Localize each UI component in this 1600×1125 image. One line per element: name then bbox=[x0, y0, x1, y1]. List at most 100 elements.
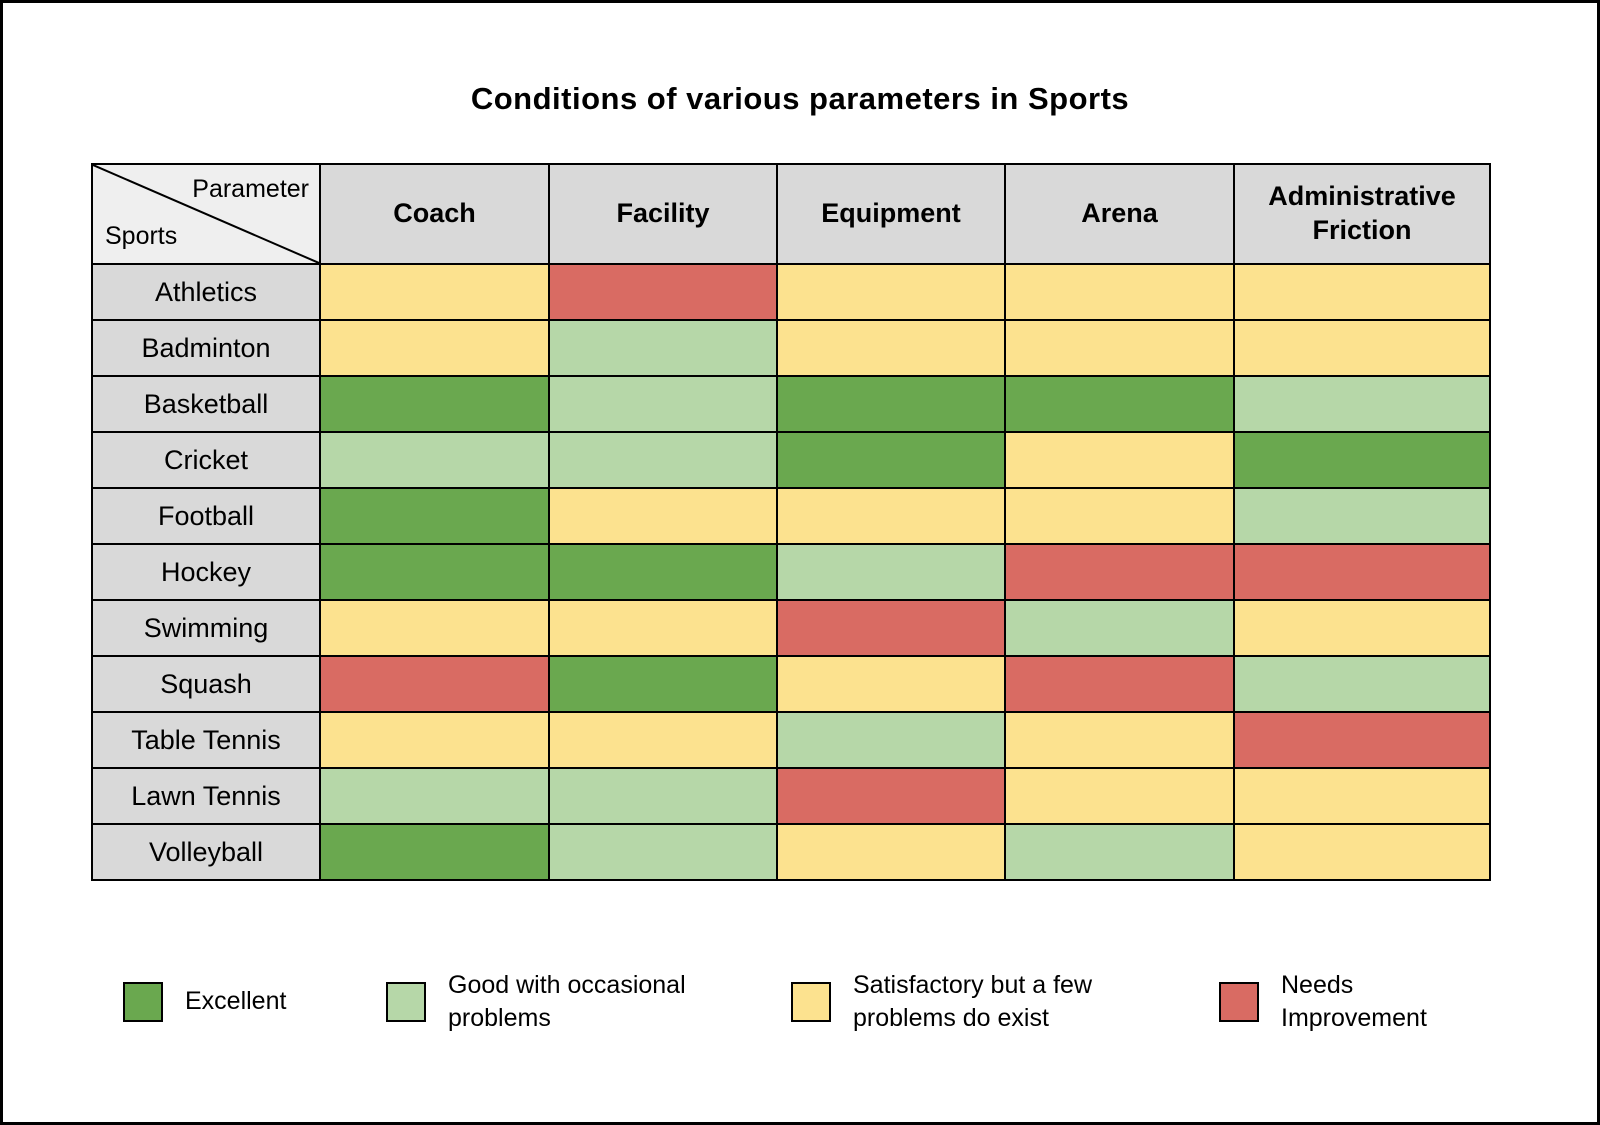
legend-item-needs-improvement: Needs Improvement bbox=[1219, 969, 1451, 1034]
table-row-volleyball: Volleyball bbox=[91, 823, 1491, 881]
corner-parameter-label: Parameter bbox=[192, 175, 309, 203]
cell-swimming-facility bbox=[548, 599, 778, 657]
cell-table-tennis-arena bbox=[1004, 711, 1235, 769]
legend-item-satisfactory: Satisfactory but a few problems do exist bbox=[791, 969, 1219, 1034]
cell-badminton-facility bbox=[548, 319, 778, 377]
cell-squash-facility bbox=[548, 655, 778, 713]
cell-basketball-facility bbox=[548, 375, 778, 433]
cell-basketball-coach bbox=[319, 375, 550, 433]
cell-cricket-coach bbox=[319, 431, 550, 489]
cell-basketball-administrative-friction bbox=[1233, 375, 1491, 433]
corner-sports-label: Sports bbox=[105, 222, 178, 250]
row-header-athletics: Athletics bbox=[91, 263, 321, 321]
cell-squash-coach bbox=[319, 655, 550, 713]
column-header-coach: Coach bbox=[319, 163, 550, 265]
cell-badminton-equipment bbox=[776, 319, 1006, 377]
row-header-squash: Squash bbox=[91, 655, 321, 713]
table-row-athletics: Athletics bbox=[91, 263, 1491, 321]
table-row-basketball: Basketball bbox=[91, 375, 1491, 433]
cell-volleyball-equipment bbox=[776, 823, 1006, 881]
cell-cricket-facility bbox=[548, 431, 778, 489]
corner-diagonal-line bbox=[94, 166, 318, 262]
cell-volleyball-arena bbox=[1004, 823, 1235, 881]
cell-volleyball-coach bbox=[319, 823, 550, 881]
cell-hockey-administrative-friction bbox=[1233, 543, 1491, 601]
cell-football-coach bbox=[319, 487, 550, 545]
row-header-hockey: Hockey bbox=[91, 543, 321, 601]
cell-basketball-arena bbox=[1004, 375, 1235, 433]
cell-basketball-equipment bbox=[776, 375, 1006, 433]
cell-hockey-coach bbox=[319, 543, 550, 601]
cell-swimming-arena bbox=[1004, 599, 1235, 657]
cell-squash-arena bbox=[1004, 655, 1235, 713]
cell-swimming-equipment bbox=[776, 599, 1006, 657]
cell-badminton-coach bbox=[319, 319, 550, 377]
cell-squash-equipment bbox=[776, 655, 1006, 713]
cell-lawn-tennis-coach bbox=[319, 767, 550, 825]
column-header-equipment: Equipment bbox=[776, 163, 1006, 265]
cell-hockey-equipment bbox=[776, 543, 1006, 601]
legend: Excellent Good with occasional problems Sa… bbox=[123, 969, 1597, 1034]
cell-table-tennis-equipment bbox=[776, 711, 1006, 769]
cell-athletics-arena bbox=[1004, 263, 1235, 321]
row-header-table-tennis: Table Tennis bbox=[91, 711, 321, 769]
legend-swatch-needs-improvement bbox=[1219, 981, 1259, 1022]
page-title: Conditions of various parameters in Spor… bbox=[470, 81, 1130, 116]
legend-label-satisfactory: Satisfactory but a few problems do exist bbox=[853, 971, 1093, 1032]
table-row-lawn-tennis: Lawn Tennis bbox=[91, 767, 1491, 825]
cell-table-tennis-coach bbox=[319, 711, 550, 769]
cell-lawn-tennis-facility bbox=[548, 767, 778, 825]
legend-label-good: Good with occasional problems bbox=[448, 971, 686, 1032]
row-header-volleyball: Volleyball bbox=[91, 823, 321, 881]
cell-hockey-facility bbox=[548, 543, 778, 601]
cell-athletics-facility bbox=[548, 263, 778, 321]
cell-football-facility bbox=[548, 487, 778, 545]
table-row-squash: Squash bbox=[91, 655, 1491, 713]
cell-lawn-tennis-arena bbox=[1004, 767, 1235, 825]
table-row-hockey: Hockey bbox=[91, 543, 1491, 601]
table-row-football: Football bbox=[91, 487, 1491, 545]
table-row-cricket: Cricket bbox=[91, 431, 1491, 489]
legend-swatch-excellent bbox=[123, 981, 163, 1022]
row-header-basketball: Basketball bbox=[91, 375, 321, 433]
header-row: Parameter Sports Coach Facility Equipment A… bbox=[91, 163, 1491, 265]
legend-swatch-satisfactory bbox=[791, 981, 831, 1022]
cell-lawn-tennis-administrative-friction bbox=[1233, 767, 1491, 825]
column-header-facility: Facility bbox=[548, 163, 778, 265]
cell-football-administrative-friction bbox=[1233, 487, 1491, 545]
table-row-table-tennis: Table Tennis bbox=[91, 711, 1491, 769]
cell-volleyball-facility bbox=[548, 823, 778, 881]
column-header-administrative-friction: Administrative Friction bbox=[1233, 163, 1491, 265]
corner-cell: Parameter Sports bbox=[91, 163, 321, 265]
legend-label-excellent: Excellent bbox=[185, 987, 287, 1016]
table-row-badminton: Badminton bbox=[91, 319, 1491, 377]
cell-cricket-arena bbox=[1004, 431, 1235, 489]
cell-table-tennis-administrative-friction bbox=[1233, 711, 1491, 769]
row-header-football: Football bbox=[91, 487, 321, 545]
row-header-cricket: Cricket bbox=[91, 431, 321, 489]
cell-football-arena bbox=[1004, 487, 1235, 545]
cell-badminton-administrative-friction bbox=[1233, 319, 1491, 377]
table-row-swimming: Swimming bbox=[91, 599, 1491, 657]
row-header-lawn-tennis: Lawn Tennis bbox=[91, 767, 321, 825]
cell-football-equipment bbox=[776, 487, 1006, 545]
legend-label-needs-improvement: Needs Improvement bbox=[1281, 971, 1427, 1032]
cell-hockey-arena bbox=[1004, 543, 1235, 601]
cell-cricket-administrative-friction bbox=[1233, 431, 1491, 489]
cell-athletics-equipment bbox=[776, 263, 1006, 321]
cell-cricket-equipment bbox=[776, 431, 1006, 489]
conditions-table: Parameter Sports Coach Facility Equipment A… bbox=[91, 163, 1491, 881]
cell-table-tennis-facility bbox=[548, 711, 778, 769]
cell-badminton-arena bbox=[1004, 319, 1235, 377]
cell-swimming-coach bbox=[319, 599, 550, 657]
cell-athletics-administrative-friction bbox=[1233, 263, 1491, 321]
cell-squash-administrative-friction bbox=[1233, 655, 1491, 713]
cell-athletics-coach bbox=[319, 263, 550, 321]
column-header-arena: Arena bbox=[1004, 163, 1235, 265]
legend-item-excellent: Excellent bbox=[123, 981, 386, 1022]
cell-lawn-tennis-equipment bbox=[776, 767, 1006, 825]
legend-swatch-good bbox=[386, 981, 426, 1022]
row-header-badminton: Badminton bbox=[91, 319, 321, 377]
row-header-swimming: Swimming bbox=[91, 599, 321, 657]
